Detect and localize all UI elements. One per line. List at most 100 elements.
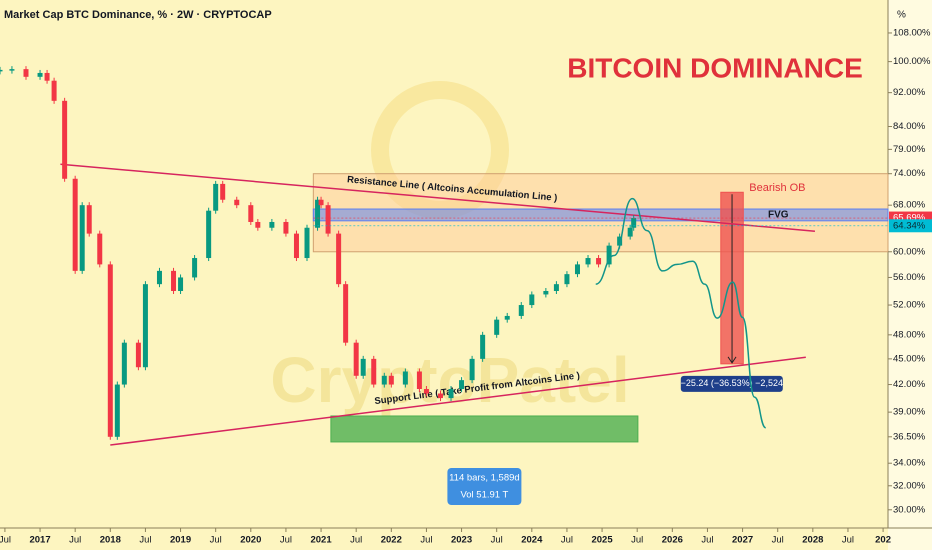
x-tick-label: Jul [631,535,643,546]
y-tick-label: 42.00% [893,379,926,390]
candle [585,258,591,265]
candle [574,264,580,275]
watermark: CryptoPatel [270,344,629,416]
candle [371,358,377,385]
chart-title: BITCOIN DOMINANCE [567,52,863,83]
candle [504,315,510,320]
trendline [60,163,816,233]
candle [283,221,289,234]
candle [606,245,612,265]
x-tick-label: 2022 [381,535,402,546]
candle [416,371,422,390]
y-tick-label: 74.00% [893,168,926,179]
candle [529,294,535,306]
candle [192,258,198,278]
candle [97,233,103,265]
x-tick-label: Jul [842,535,854,546]
candle [248,205,254,222]
x-tick-label: Jul [210,535,222,546]
candle [142,284,148,368]
candle [617,236,623,246]
y-tick-label: 39.00% [893,407,926,418]
zone-label: FVG [768,210,789,221]
candle [360,358,366,376]
candle [213,183,219,211]
candle [234,199,240,206]
x-tick-label: Jul [701,535,713,546]
candle [336,233,342,285]
candle [388,375,394,385]
candle [9,69,15,71]
candle [318,199,324,206]
y-tick-label: 34.00% [893,458,926,469]
y-tick-label: 48.00% [893,329,926,340]
x-tick-label: Jul [350,535,362,546]
candle [269,221,275,228]
y-tick-label: 60.00% [893,246,926,257]
candle [293,233,299,259]
x-tick-label: 2023 [451,535,472,546]
y-tick-label: 108.00% [893,27,931,38]
candle [469,358,475,381]
y-tick-label: 32.00% [893,480,926,491]
candle [171,270,177,291]
x-tick-label: Jul [561,535,573,546]
candle [121,342,127,385]
price-axis-bg [888,0,932,550]
candle [37,72,43,77]
candle [255,221,261,228]
x-tick-label: 2024 [521,535,543,546]
y-tick-label: 68.00% [893,200,926,211]
candle [543,290,549,295]
candle [459,380,465,390]
candle [62,100,68,179]
measure-label: Vol 51.91 T [460,490,508,501]
trendline [110,356,806,446]
candle [72,178,78,271]
y-tick-label: 84.00% [893,121,926,132]
y-tick-label: 52.00% [893,300,926,311]
x-tick-label: 2019 [170,535,191,546]
x-tick-label: 2027 [732,535,753,546]
y-tick-label: 36.50% [893,431,926,442]
zone [330,415,639,443]
x-tick-label: Jul [772,535,784,546]
price-tag-label: 64.34% [893,220,926,231]
candle [402,371,408,385]
y-tick-label: 92.00% [893,87,926,98]
x-tick-label: 202 [875,535,891,546]
candle [564,274,570,285]
x-tick-label: Jul [280,535,292,546]
candle [206,210,212,259]
candle [156,270,162,285]
measure-label: −25.24 (−36.53%) −2,524 [681,378,783,388]
x-tick-label: Jul [139,535,151,546]
measure-box [680,375,783,392]
candle [0,69,3,72]
zone-label: Bearish OB [749,182,805,194]
x-tick-label: 2018 [100,535,121,546]
candle [343,284,349,343]
candle [480,334,486,359]
x-tick-label: 2017 [29,535,50,546]
measure-label: 114 bars, 1,589d [449,473,520,484]
y-tick-label: 45.00% [893,353,926,364]
y-tick-label: 100.00% [893,56,931,67]
y-tick-label: 30.00% [893,504,926,515]
price-tag-label: 65.69% [893,213,926,224]
candle [631,217,637,228]
candle [178,277,184,291]
candle [437,393,443,399]
candle [220,183,226,200]
candle [315,199,321,228]
candle [304,227,310,259]
candle [627,227,633,237]
candle [518,305,524,316]
candle [86,205,92,234]
candle [114,384,120,437]
candle [381,375,387,385]
x-tick-label: 2020 [240,535,261,546]
x-tick-label: Jul [0,535,11,546]
zone [312,208,889,222]
